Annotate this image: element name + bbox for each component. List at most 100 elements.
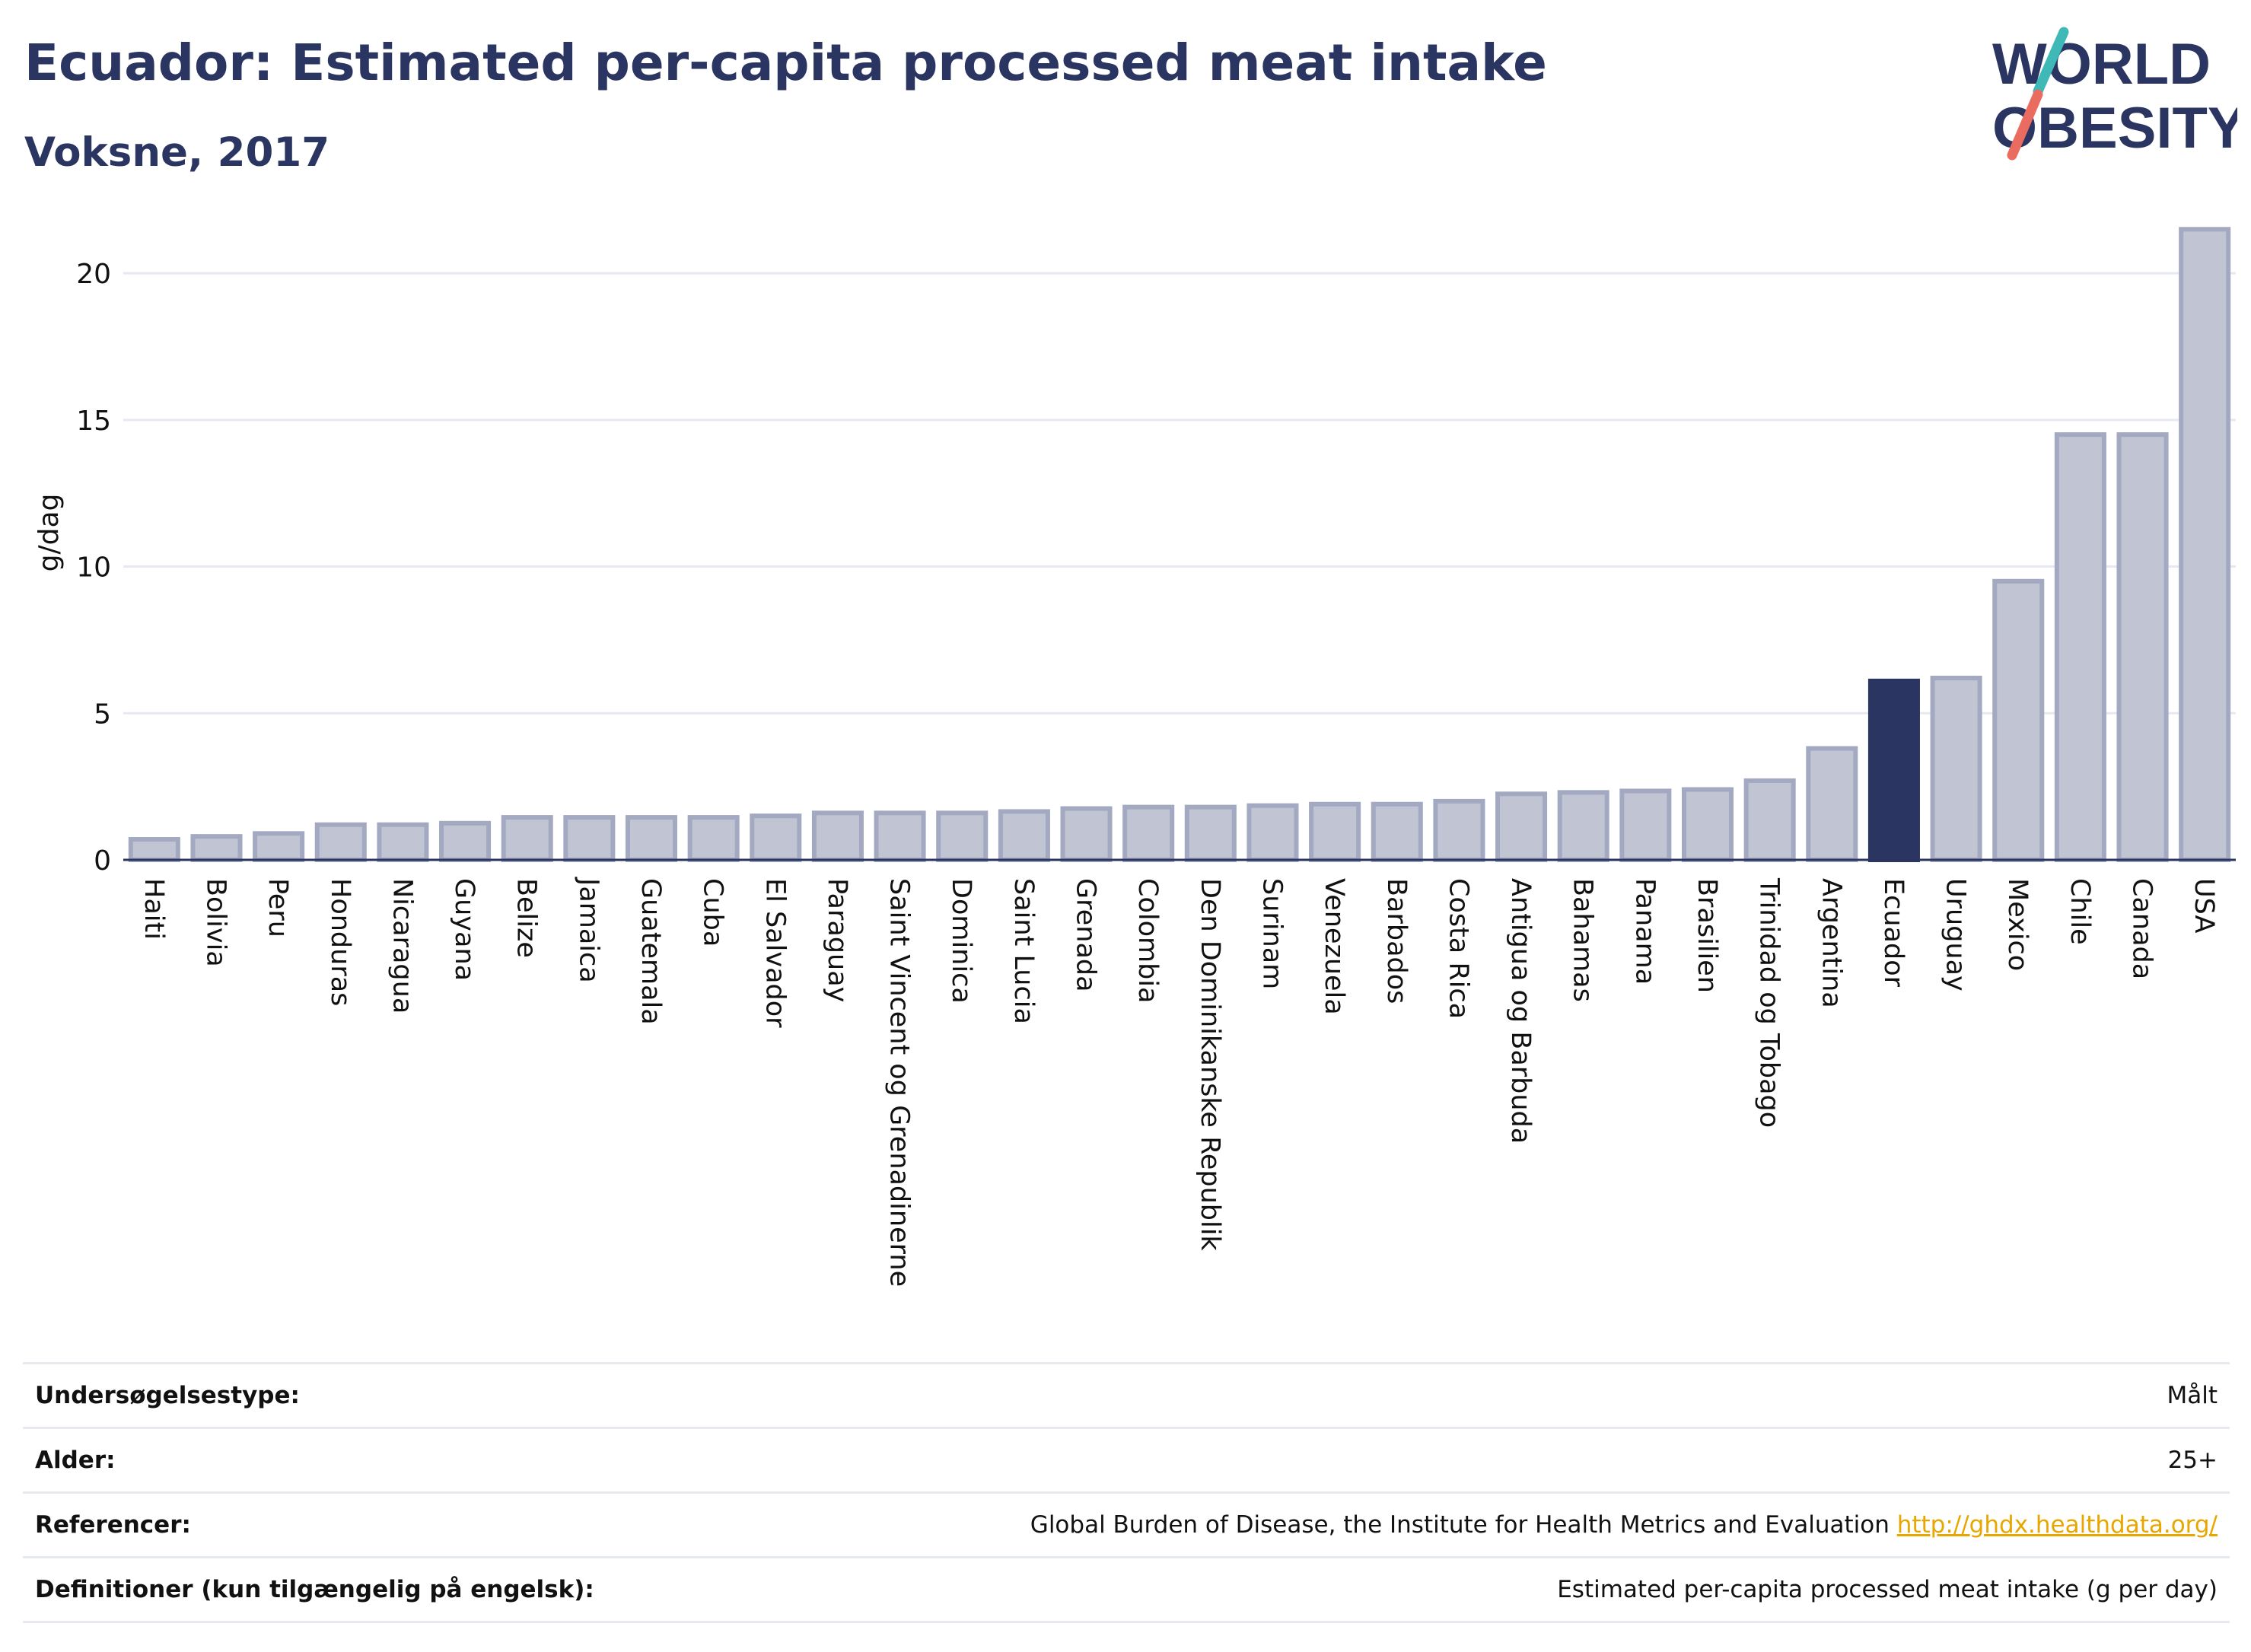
bar-usa[interactable] [2179,227,2231,863]
info-row-survey-type: Undersøgelsestype: Målt [23,1362,2230,1429]
x-tick-label: Guatemala [635,878,666,1025]
info-table: Undersøgelsestype: Målt Alder: 25+ Refer… [23,1362,2230,1623]
bar-saint-vincent-og-grenadinerne[interactable] [874,810,926,862]
bar-uruguay[interactable] [1930,676,1982,862]
x-tick-label: Nicaragua [387,878,417,1014]
chart-title: Ecuador: Estimated per-capita processed … [24,33,1547,92]
bar-honduras[interactable] [314,822,367,863]
bar-surinam[interactable] [1246,803,1299,863]
bar-bahamas[interactable] [1557,790,1609,863]
bar-costa-rica[interactable] [1433,798,1485,862]
bar-dominica[interactable] [936,810,989,862]
bar-colombia[interactable] [1122,804,1175,862]
logo-slash-coral [2007,89,2043,161]
bar-bolivia[interactable] [190,834,243,863]
x-tick-label: Colombia [1132,878,1163,1003]
info-label: Alder: [23,1428,740,1494]
x-tick-label: Chile [2065,878,2095,945]
bar-den-dominikanske-republik[interactable] [1184,804,1237,862]
info-row-definitions: Definitioner (kun tilgængelig på engelsk… [23,1557,2230,1623]
bar-paraguay[interactable] [811,810,864,862]
chart-subtitle: Voksne, 2017 [24,129,330,176]
info-label: Undersøgelsestype: [23,1362,740,1429]
bar-trinidad-og-tobago[interactable] [1743,778,1796,862]
x-tick-label: Cuba [698,878,728,947]
bar-cuba[interactable] [687,815,740,863]
info-value: Estimated per-capita processed meat inta… [740,1557,2230,1623]
x-tick-label: Surinam [1256,878,1287,989]
y-tick-label: 10 [76,552,111,584]
x-tick-label: Brasilien [1692,878,1722,993]
x-tick-label: Belize [511,878,542,958]
x-tick-label: Trinidad og Tobago [1754,877,1785,1128]
bar-barbados[interactable] [1371,801,1423,863]
x-tick-label: Honduras [325,878,355,1006]
x-tick-label: Panama [1629,878,1660,985]
y-axis-label: g/dag [33,494,65,572]
bar-saint-lucia[interactable] [998,809,1050,863]
bar-panama[interactable] [1619,788,1672,863]
bar-haiti[interactable] [128,837,180,863]
x-tick-label: Peru [263,878,293,937]
bar-belize[interactable] [501,815,553,863]
x-tick-label: Barbados [1381,878,1412,1004]
info-value-with-link: Global Burden of Disease, the Institute … [740,1492,2230,1558]
bar-chart: 0 5 10 15 20 Haiti Bolivia Peru Honduras Nicarag… [33,227,2236,1287]
bar-mexico[interactable] [1992,578,2045,862]
y-tick-labels: 0 5 10 15 20 [76,259,111,877]
bar-canada[interactable] [2116,432,2169,862]
y-tick-label: 0 [94,845,111,877]
bar-el-salvador[interactable] [750,813,802,862]
x-tick-label: Canada [2127,878,2157,979]
x-tick-label: Uruguay [1941,878,1971,992]
info-label: Referencer: [23,1492,740,1558]
x-tick-label: Venezuela [1319,878,1349,1015]
x-tick-label: Bahamas [1568,878,1598,1002]
info-row-references: Referencer: Global Burden of Disease, th… [23,1492,2230,1558]
world-obesity-logo: WORLD OBESITY [1992,27,2237,161]
x-tick-label: Paraguay [822,878,852,1002]
x-tick-label: Den Dominikanske Republik [1195,878,1225,1251]
bar-jamaica[interactable] [563,815,616,863]
logo-line1: WORLD [1992,32,2211,97]
x-tick-label: Ecuador [1878,878,1909,988]
bar-guyana[interactable] [439,820,492,863]
bar-peru[interactable] [253,831,305,862]
bar-argentina[interactable] [1806,746,1858,863]
bar-nicaragua[interactable] [377,822,429,863]
info-value: Målt [740,1362,2230,1429]
x-tick-label: Mexico [2002,878,2033,971]
bar-brasilien[interactable] [1681,787,1734,863]
y-tick-label: 15 [76,406,111,437]
bars [128,227,2231,863]
reference-text: Global Burden of Disease, the Institute … [1030,1511,1890,1539]
info-row-age: Alder: 25+ [23,1428,2230,1494]
bar-ecuador[interactable] [1867,678,1920,863]
info-value: 25+ [740,1428,2230,1494]
x-tick-label: Argentina [1816,878,1846,1008]
x-tick-label: Bolivia [200,878,231,967]
x-tick-label: El Salvador [759,878,790,1028]
x-tick-label: USA [2189,878,2219,933]
bar-antigua-og-barbuda[interactable] [1495,791,1548,862]
x-tick-label: Guyana [449,878,479,981]
bar-grenada[interactable] [1060,806,1113,862]
x-tick-label: Jamaica [573,877,603,983]
x-tick-label: Grenada [1071,878,1101,992]
info-label: Definitioner (kun tilgængelig på engelsk… [23,1557,740,1623]
reference-link[interactable]: http://ghdx.healthdata.org/ [1896,1511,2218,1539]
bar-venezuela[interactable] [1309,801,1361,863]
x-tick-label: Saint Lucia [1008,878,1039,1024]
x-tick-label: Dominica [946,878,976,1004]
x-tick-label: Costa Rica [1443,878,1473,1019]
grid-lines [123,272,2236,715]
x-tick-label: Saint Vincent og Grenadinerne [884,878,915,1287]
logo-slash-teal [2033,27,2069,97]
bar-chile[interactable] [2054,432,2106,862]
bar-guatemala[interactable] [625,815,678,863]
x-tick-labels: Haiti Bolivia Peru Honduras Nicaragua Guyana B… [138,877,2219,1287]
x-tick-label: Haiti [138,878,169,940]
y-tick-label: 5 [94,699,111,730]
y-tick-label: 20 [76,259,111,290]
x-tick-label: Antigua og Barbuda [1505,878,1536,1144]
